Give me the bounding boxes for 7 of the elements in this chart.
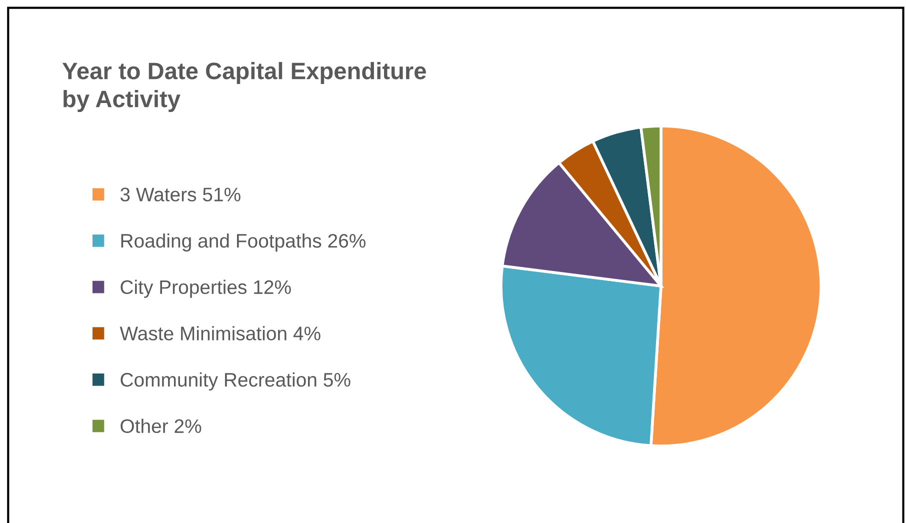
legend-label: Waste Minimisation 4% bbox=[120, 326, 320, 340]
legend-label: Community Recreation 5% bbox=[120, 372, 350, 391]
legend-label: Other 2% bbox=[120, 418, 202, 434]
legend-label: Roading and Footpaths 26% bbox=[121, 233, 366, 252]
legend-label: City Properties 12% bbox=[120, 280, 291, 298]
chart-title: Year to Date Capital Expenditure by Activity bbox=[62, 62, 426, 112]
legend-label: 3 Waters 51% bbox=[120, 188, 240, 202]
